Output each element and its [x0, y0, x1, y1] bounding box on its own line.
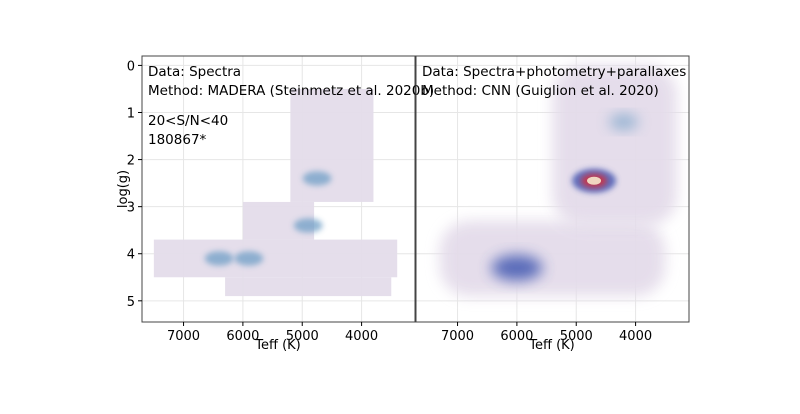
left-ytick-label-2: 2	[127, 154, 135, 169]
left-hotspot-1	[293, 218, 323, 233]
right-annotation-data: Data: Spectra+photometry+parallaxes	[422, 64, 686, 80]
left-y-ticks: 0 1 2 3 4 5	[127, 59, 142, 310]
left-hotspot-2	[234, 251, 264, 266]
left-x-ticks: 7000 6000 5000 4000	[167, 322, 378, 344]
left-density-region-1	[225, 277, 392, 297]
left-xtick-label-4000: 4000	[345, 329, 378, 344]
left-density-region-0	[153, 239, 398, 278]
right-panel: 7000 6000 5000 4000 Teff (K) Data: Spectra+…	[415, 55, 690, 353]
left-ytick-label-1: 1	[127, 106, 135, 121]
left-density-map	[153, 88, 398, 297]
left-annotation-count: 180867*	[148, 132, 207, 148]
left-hotspot-0	[302, 171, 332, 186]
right-density-region-0	[439, 220, 666, 297]
left-x-axis-label: Teff (K)	[254, 338, 301, 353]
right-xtick-label-4000: 4000	[619, 329, 652, 344]
right-x-axis-label: Teff (K)	[528, 338, 575, 353]
left-xtick-label-6000: 6000	[226, 329, 259, 344]
y-axis-label: log(g)	[116, 170, 131, 208]
left-annotation-snr: 20<S/N<40	[148, 113, 228, 129]
right-hotspot-0	[587, 176, 602, 185]
left-annotation-data: Data: Spectra	[148, 64, 241, 80]
right-xtick-label-7000: 7000	[441, 329, 474, 344]
right-xtick-label-5000: 5000	[560, 329, 593, 344]
left-xtick-label-7000: 7000	[167, 329, 200, 344]
left-ytick-label-3: 3	[127, 201, 135, 216]
left-xtick-label-5000: 5000	[286, 329, 319, 344]
right-frame	[415, 55, 690, 323]
left-ytick-label-4: 4	[127, 248, 135, 263]
left-density-region-3	[290, 88, 374, 202]
left-ytick-label-5: 5	[127, 295, 135, 310]
right-annotation-method: Method: CNN (Guiglion et al. 2020)	[422, 83, 659, 99]
left-ytick-label-0: 0	[127, 59, 135, 74]
right-x-ticks: 7000 6000 5000 4000	[441, 322, 652, 344]
right-hotspot-1	[491, 255, 543, 281]
left-hotspot-3	[204, 251, 234, 266]
right-density-map	[439, 65, 678, 297]
right-xtick-label-6000: 6000	[500, 329, 533, 344]
right-hotspot-2	[609, 114, 639, 130]
left-frame	[141, 55, 416, 323]
left-annotation-method: Method: MADERA (Steinmetz et al. 2020b)	[148, 83, 434, 99]
